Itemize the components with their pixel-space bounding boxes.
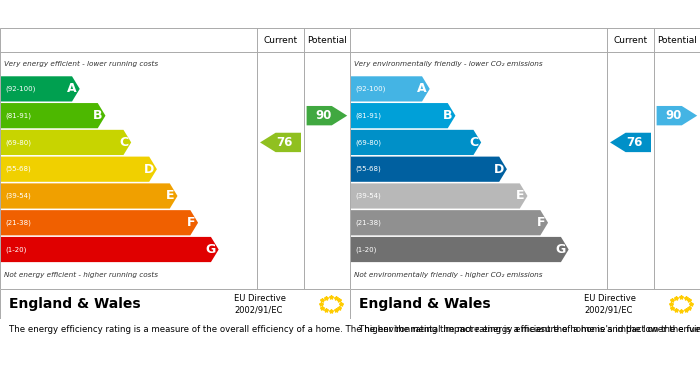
Text: G: G	[556, 243, 566, 256]
Text: 90: 90	[315, 109, 332, 122]
Text: E: E	[166, 190, 175, 203]
Text: F: F	[537, 216, 545, 229]
Text: England & Wales: England & Wales	[358, 297, 491, 311]
Text: The energy efficiency rating is a measure of the overall efficiency of a home. T: The energy efficiency rating is a measur…	[8, 325, 700, 334]
Text: Not energy efficient - higher running costs: Not energy efficient - higher running co…	[4, 272, 158, 278]
Text: (55-68): (55-68)	[355, 166, 381, 172]
Polygon shape	[351, 237, 568, 262]
Text: B: B	[93, 109, 103, 122]
Text: Energy Efficiency Rating: Energy Efficiency Rating	[8, 7, 172, 20]
Text: 90: 90	[665, 109, 682, 122]
Text: EU Directive
2002/91/EC: EU Directive 2002/91/EC	[584, 294, 636, 314]
Polygon shape	[351, 183, 528, 208]
Text: Very energy efficient - lower running costs: Very energy efficient - lower running co…	[4, 61, 158, 68]
Text: (69-80): (69-80)	[355, 139, 381, 146]
Text: Environmental Impact (CO₂) Rating: Environmental Impact (CO₂) Rating	[358, 7, 591, 20]
Text: (39-54): (39-54)	[5, 193, 31, 199]
Polygon shape	[1, 130, 131, 155]
Polygon shape	[351, 76, 430, 102]
Text: D: D	[494, 163, 504, 176]
Text: (92-100): (92-100)	[5, 86, 35, 92]
Text: (92-100): (92-100)	[355, 86, 385, 92]
Polygon shape	[307, 106, 347, 126]
Text: Current: Current	[613, 36, 648, 45]
Text: (81-91): (81-91)	[5, 112, 31, 119]
Text: A: A	[67, 83, 77, 95]
Text: Potential: Potential	[307, 36, 346, 45]
Text: C: C	[469, 136, 478, 149]
Text: A: A	[417, 83, 427, 95]
Polygon shape	[351, 157, 507, 182]
Polygon shape	[351, 130, 481, 155]
Text: The environmental impact rating is a measure of a home's impact on the environme: The environmental impact rating is a mea…	[358, 325, 700, 334]
Polygon shape	[1, 103, 106, 128]
Text: 76: 76	[276, 136, 292, 149]
Polygon shape	[610, 133, 651, 152]
Polygon shape	[1, 210, 198, 235]
Text: Not environmentally friendly - higher CO₂ emissions: Not environmentally friendly - higher CO…	[354, 272, 542, 278]
Text: G: G	[206, 243, 216, 256]
Text: F: F	[187, 216, 195, 229]
Text: (1-20): (1-20)	[5, 246, 27, 253]
Text: EU Directive
2002/91/EC: EU Directive 2002/91/EC	[234, 294, 286, 314]
Text: (21-38): (21-38)	[355, 219, 381, 226]
Text: C: C	[119, 136, 128, 149]
Text: (55-68): (55-68)	[5, 166, 31, 172]
Polygon shape	[351, 103, 456, 128]
Text: (81-91): (81-91)	[355, 112, 381, 119]
Text: B: B	[443, 109, 453, 122]
Polygon shape	[351, 210, 548, 235]
Text: (1-20): (1-20)	[355, 246, 377, 253]
Text: Very environmentally friendly - lower CO₂ emissions: Very environmentally friendly - lower CO…	[354, 61, 542, 68]
Text: (39-54): (39-54)	[355, 193, 381, 199]
Text: 76: 76	[626, 136, 642, 149]
Polygon shape	[1, 183, 178, 208]
Polygon shape	[657, 106, 697, 126]
Polygon shape	[1, 237, 218, 262]
Text: Current: Current	[263, 36, 298, 45]
Text: (69-80): (69-80)	[5, 139, 31, 146]
Text: D: D	[144, 163, 154, 176]
Text: England & Wales: England & Wales	[8, 297, 141, 311]
Polygon shape	[260, 133, 301, 152]
Text: (21-38): (21-38)	[5, 219, 31, 226]
Text: Potential: Potential	[657, 36, 696, 45]
Polygon shape	[1, 76, 80, 102]
Text: E: E	[516, 190, 525, 203]
Polygon shape	[1, 157, 157, 182]
